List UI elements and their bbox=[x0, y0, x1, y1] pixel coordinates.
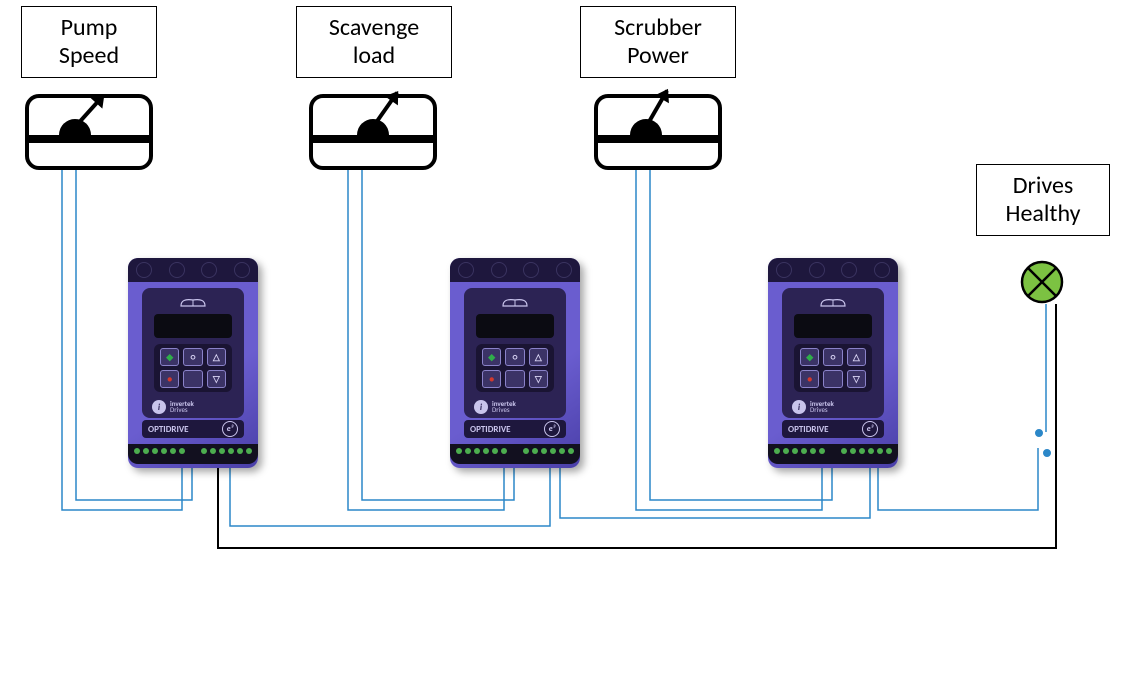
product-series-badge: e³ bbox=[544, 421, 560, 437]
drive-display bbox=[154, 314, 232, 338]
label-line1: Drives bbox=[1006, 172, 1081, 200]
drive-3: ◆○ △ ● ▽ i invertekDrives OPTIDRIVE e³ bbox=[758, 258, 908, 478]
product-series-badge: e³ bbox=[862, 421, 878, 437]
product-name: OPTIDRIVE bbox=[788, 424, 829, 435]
open-terminal-icon bbox=[1034, 428, 1044, 438]
drive-brand-text: invertekDrives bbox=[492, 401, 516, 414]
label-line2: load bbox=[329, 42, 419, 70]
drive-key[interactable] bbox=[183, 370, 202, 388]
drive-2: ◆○ △ ● ▽ i invertekDrives OPTIDRIVE e³ bbox=[440, 258, 590, 478]
open-terminal-icon bbox=[1042, 448, 1052, 458]
drive-keypad: ◆○ △ ● ▽ bbox=[154, 344, 232, 392]
invertek-logo-icon: i bbox=[792, 400, 806, 414]
scrubber-dial bbox=[594, 94, 722, 170]
drive-key[interactable]: ▽ bbox=[207, 370, 226, 388]
label-line1: Scavenge bbox=[329, 14, 419, 42]
drive-top-pads bbox=[768, 262, 898, 278]
drive-key[interactable]: ○ bbox=[183, 348, 202, 366]
drive-brand: i invertekDrives bbox=[152, 400, 236, 414]
label-line2: Speed bbox=[59, 42, 119, 70]
label-scrubber: ScrubberPower bbox=[580, 6, 736, 78]
pump-dial bbox=[25, 94, 153, 170]
drive-top-pads bbox=[450, 262, 580, 278]
label-pump: PumpSpeed bbox=[21, 6, 157, 78]
drive-display bbox=[476, 314, 554, 338]
drive-brand-text: invertekDrives bbox=[810, 401, 834, 414]
label-line1: Pump bbox=[59, 14, 119, 42]
drive-key[interactable]: ○ bbox=[505, 348, 524, 366]
drive-key[interactable] bbox=[823, 370, 842, 388]
drive-product-bar: OPTIDRIVE e³ bbox=[464, 420, 566, 438]
drive-key[interactable]: ● bbox=[160, 370, 179, 388]
drive-face: ◆○ △ ● ▽ i invertekDrives bbox=[782, 288, 884, 418]
drive-brand: i invertekDrives bbox=[474, 400, 558, 414]
label-healthy: DrivesHealthy bbox=[976, 164, 1110, 236]
drive-top-pads bbox=[128, 262, 258, 278]
drive-terminals bbox=[128, 444, 258, 464]
drive-key[interactable]: ● bbox=[482, 370, 501, 388]
drive-key[interactable]: ◆ bbox=[482, 348, 501, 366]
drive-brand: i invertekDrives bbox=[792, 400, 876, 414]
label-line2: Healthy bbox=[1006, 200, 1081, 228]
product-name: OPTIDRIVE bbox=[148, 424, 189, 435]
book-icon bbox=[179, 294, 207, 308]
dial-baseline bbox=[313, 135, 433, 143]
dial-needle bbox=[73, 95, 104, 129]
label-scavenge: Scavengeload bbox=[296, 6, 452, 78]
dial-baseline bbox=[598, 135, 718, 143]
drive-terminals bbox=[450, 444, 580, 464]
drive-1: ◆○ △ ● ▽ i invertekDrives OPTIDRIVE e³ bbox=[118, 258, 268, 478]
drive-face: ◆○ △ ● ▽ i invertekDrives bbox=[464, 288, 566, 418]
drive-brand-text: invertekDrives bbox=[170, 401, 194, 414]
drive-face: ◆○ △ ● ▽ i invertekDrives bbox=[142, 288, 244, 418]
bus-wire bbox=[218, 304, 1056, 548]
drive-key[interactable]: ▽ bbox=[847, 370, 866, 388]
invertek-logo-icon: i bbox=[152, 400, 166, 414]
book-icon bbox=[501, 294, 529, 308]
product-name: OPTIDRIVE bbox=[470, 424, 511, 435]
label-line2: Power bbox=[614, 42, 702, 70]
drive-key[interactable]: ◆ bbox=[160, 348, 179, 366]
drive-keypad: ◆○ △ ● ▽ bbox=[476, 344, 554, 392]
book-icon bbox=[819, 294, 847, 308]
drive-key[interactable]: ▽ bbox=[529, 370, 548, 388]
label-line1: Scrubber bbox=[614, 14, 702, 42]
drive-key[interactable]: △ bbox=[529, 348, 548, 366]
drive-product-bar: OPTIDRIVE e³ bbox=[782, 420, 884, 438]
drive-terminals bbox=[768, 444, 898, 464]
drive-key[interactable]: △ bbox=[207, 348, 226, 366]
product-series-badge: e³ bbox=[222, 421, 238, 437]
drives-healthy-lamp bbox=[1020, 260, 1064, 304]
drive-keypad: ◆○ △ ● ▽ bbox=[794, 344, 872, 392]
drive-display bbox=[794, 314, 872, 338]
drive-key[interactable]: ○ bbox=[823, 348, 842, 366]
dial-needle bbox=[371, 92, 398, 129]
drive-key[interactable]: ◆ bbox=[800, 348, 819, 366]
drive-key[interactable]: △ bbox=[847, 348, 866, 366]
dial-baseline bbox=[29, 135, 149, 143]
scavenge-dial bbox=[309, 94, 437, 170]
drive-key[interactable]: ● bbox=[800, 370, 819, 388]
invertek-logo-icon: i bbox=[474, 400, 488, 414]
drive-product-bar: OPTIDRIVE e³ bbox=[142, 420, 244, 438]
drive-key[interactable] bbox=[505, 370, 524, 388]
